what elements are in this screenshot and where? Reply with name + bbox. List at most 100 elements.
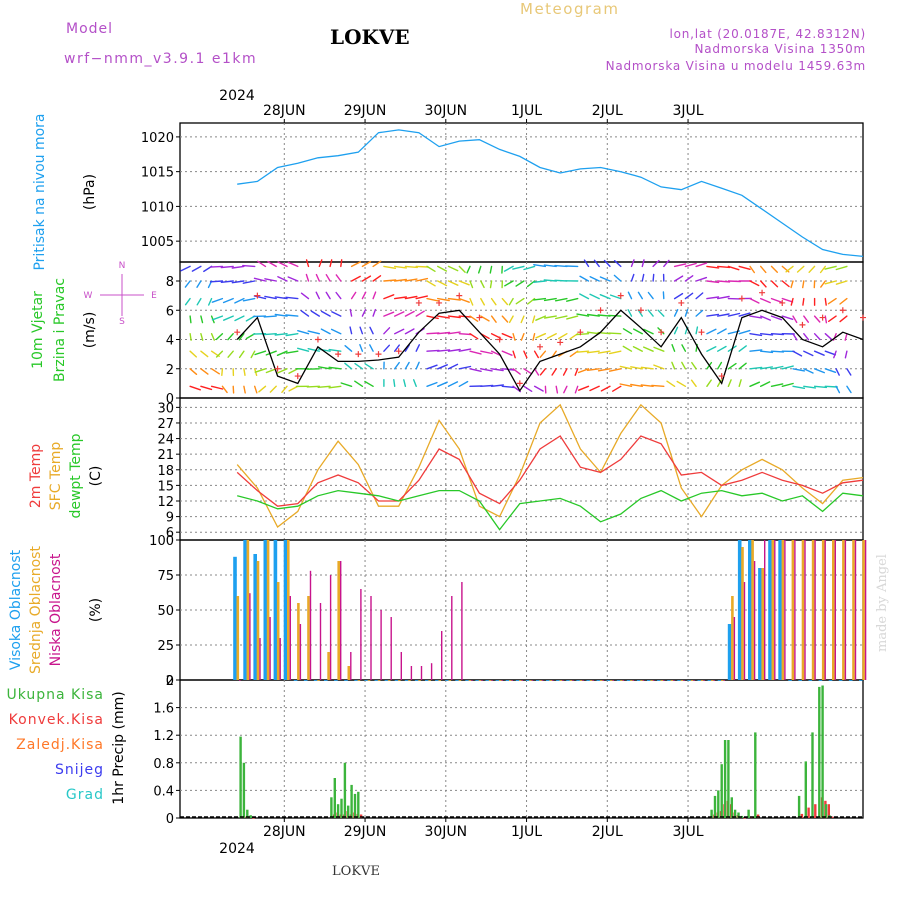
wind-arrow xyxy=(653,364,665,370)
wind-arrow xyxy=(637,291,643,300)
wind-arrow xyxy=(458,365,472,370)
wind-arrow xyxy=(215,350,224,358)
wind-arrow xyxy=(820,280,826,288)
wind-arrow xyxy=(349,326,353,335)
wind-arrow xyxy=(579,275,590,282)
high-cloud-bar xyxy=(697,680,702,681)
wind-arrow xyxy=(770,333,785,336)
low-cloud-bar xyxy=(592,680,594,681)
gust-marker xyxy=(779,299,786,306)
wind-arrow xyxy=(673,275,684,282)
wind-arrow xyxy=(231,265,245,269)
wind-arrow xyxy=(458,380,469,387)
cloud-ylabel-mid: Srednja Oblacnost xyxy=(28,546,44,674)
wind-arrow xyxy=(265,368,277,374)
high-cloud-bar xyxy=(606,680,611,681)
mid-cloud-bar xyxy=(256,561,260,680)
mid-cloud-bar xyxy=(488,680,492,681)
mid-cloud-bar xyxy=(569,680,573,681)
conv-precip-bar xyxy=(831,816,834,818)
wind-arrow xyxy=(234,315,245,322)
mid-cloud-bar xyxy=(579,680,583,681)
wind-arrow xyxy=(749,280,760,287)
wind-arrow xyxy=(437,315,450,319)
wind-arrow xyxy=(512,333,516,341)
total-precip-bar xyxy=(797,795,801,818)
wind-arrow xyxy=(189,350,198,358)
low-cloud-bar xyxy=(441,631,443,680)
low-cloud-bar xyxy=(279,638,281,680)
wind-arrow xyxy=(578,385,590,391)
mid-cloud-bar xyxy=(751,540,754,680)
compass-south: S xyxy=(119,317,125,327)
wind-arrow xyxy=(543,279,557,282)
date-tick-label-bottom: 1JUL xyxy=(511,824,542,840)
y-tick-label: 12 xyxy=(157,495,174,510)
wind-arrow xyxy=(306,385,320,388)
high-cloud-bar xyxy=(374,680,379,681)
wind-arrow xyxy=(608,314,622,317)
wind-arrow xyxy=(749,315,763,319)
wind-arrow xyxy=(200,385,213,391)
total-precip-bar xyxy=(754,732,757,818)
wind-arrow xyxy=(824,333,833,340)
wind-arrow xyxy=(803,315,809,323)
mid-cloud-bar xyxy=(276,582,280,680)
low-cloud-bar xyxy=(259,638,261,680)
wind-arrow xyxy=(254,350,267,356)
wind-arrow xyxy=(738,312,751,317)
total-precip-bar xyxy=(239,736,242,818)
wind-arrow xyxy=(415,361,420,370)
high-cloud-bar xyxy=(536,680,540,681)
wind-arrow xyxy=(383,279,397,282)
gust-marker xyxy=(516,380,523,387)
wind-arrow xyxy=(515,297,525,305)
wind-arrow xyxy=(242,297,256,302)
wind-arrow xyxy=(426,297,439,302)
wind-arrow xyxy=(523,350,528,359)
wind-arrow xyxy=(200,350,209,358)
mid-cloud-bar xyxy=(680,680,684,681)
total-precip-bar xyxy=(249,815,252,818)
wind-arrow xyxy=(781,280,790,288)
high-cloud-bar xyxy=(798,680,802,681)
wind-arrow xyxy=(640,366,654,370)
wind-arrow xyxy=(846,385,852,394)
y-tick-label: 2 xyxy=(166,674,174,689)
high-cloud-bar xyxy=(505,680,510,681)
compass-east: E xyxy=(151,291,157,301)
gust-marker xyxy=(314,336,321,343)
wind-arrow xyxy=(533,368,540,376)
wind-arrow xyxy=(426,381,438,387)
model-elevation-text: Nadmorska Visina u modelu 1459.63m xyxy=(606,59,866,73)
wind-arrow xyxy=(469,368,482,372)
low-cloud-bar xyxy=(824,540,826,680)
mid-cloud-bar xyxy=(741,547,744,680)
wind-arrow xyxy=(191,265,202,272)
y-tick-label: 21 xyxy=(157,448,174,463)
total-precip-bar xyxy=(821,685,824,818)
low-cloud-bar xyxy=(289,596,291,680)
mid-cloud-bar xyxy=(721,680,724,681)
total-precip-bar xyxy=(343,762,347,818)
mid-cloud-bar xyxy=(862,540,865,680)
low-cloud-bar xyxy=(410,666,413,680)
low-cloud-bar xyxy=(370,596,372,680)
low-cloud-bar xyxy=(491,680,493,681)
wind-arrow xyxy=(437,381,448,387)
wind-arrow xyxy=(695,326,699,335)
wind-arrow xyxy=(727,379,732,387)
high-cloud-bar xyxy=(324,680,328,681)
wind-arrow xyxy=(404,295,418,300)
wind-arrow xyxy=(404,310,415,317)
wind-arrow xyxy=(824,265,837,270)
wind-arrow xyxy=(253,295,267,300)
wind-arrow xyxy=(813,333,821,341)
y-tick-label: 4 xyxy=(166,334,174,349)
total-precip-bar xyxy=(713,795,717,818)
wind-arrow xyxy=(673,263,687,268)
wind-arrow xyxy=(437,364,448,370)
wind-arrow xyxy=(566,297,579,302)
meteogram-title: Meteogram xyxy=(520,0,619,18)
gust-marker xyxy=(395,348,402,355)
